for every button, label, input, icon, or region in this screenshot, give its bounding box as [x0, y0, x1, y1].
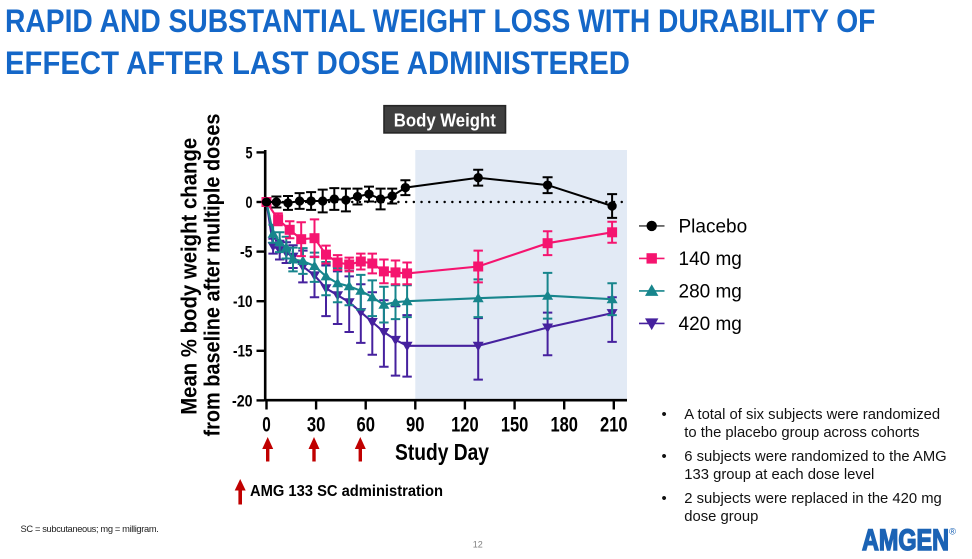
svg-text:210: 210	[600, 414, 628, 437]
svg-text:120: 120	[451, 414, 479, 437]
svg-text:0: 0	[262, 414, 271, 437]
svg-text:280 mg: 280 mg	[679, 281, 742, 302]
svg-text:60: 60	[356, 414, 375, 437]
svg-text:5: 5	[246, 143, 253, 162]
svg-text:-10: -10	[233, 292, 253, 311]
svg-text:Body Weight: Body Weight	[394, 110, 496, 130]
svg-text:-15: -15	[233, 342, 253, 361]
svg-text:-20: -20	[232, 391, 253, 410]
svg-text:150: 150	[501, 414, 529, 437]
svg-text:Mean % body weight change: Mean % body weight change	[177, 138, 202, 415]
svg-text:420 mg: 420 mg	[679, 314, 742, 335]
svg-text:Placebo: Placebo	[679, 216, 748, 237]
svg-text:from baseline after multiple d: from baseline after multiple doses	[199, 114, 224, 437]
svg-text:0: 0	[246, 193, 253, 212]
svg-text:140 mg: 140 mg	[679, 249, 742, 270]
svg-text:180: 180	[550, 414, 578, 437]
svg-text:®: ®	[949, 527, 956, 538]
svg-text:12: 12	[473, 539, 483, 549]
svg-text:Study Day: Study Day	[395, 439, 489, 465]
svg-text:AMG 133 SC administration: AMG 133 SC administration	[250, 483, 443, 500]
svg-text:30: 30	[307, 414, 326, 437]
svg-text:90: 90	[406, 414, 425, 437]
svg-text:-5: -5	[240, 243, 253, 262]
svg-text:AMGEN: AMGEN	[862, 524, 949, 557]
